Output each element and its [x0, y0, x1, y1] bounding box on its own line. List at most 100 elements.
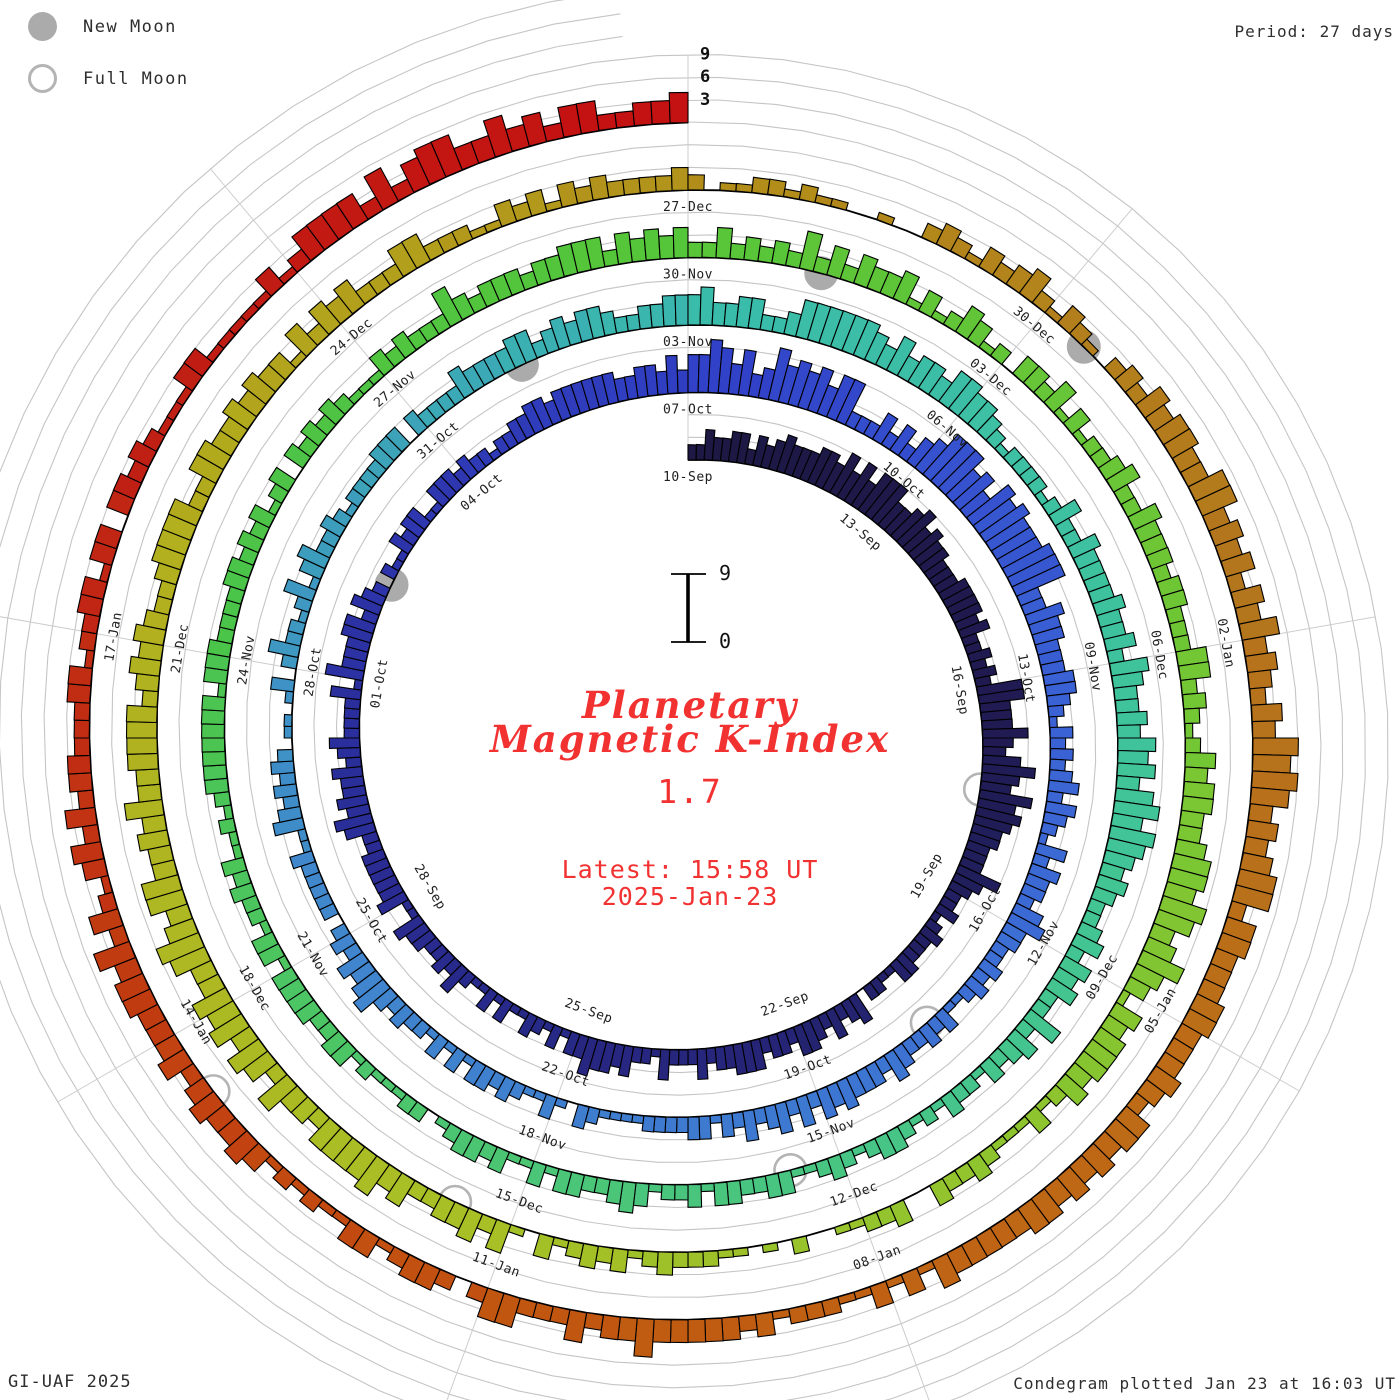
k-bar	[1073, 1050, 1109, 1083]
k-bar	[268, 466, 297, 493]
k-bar	[588, 174, 610, 201]
k-bar	[884, 1274, 905, 1289]
k-bar	[430, 285, 464, 328]
k-bar	[220, 856, 248, 878]
k-bar	[743, 236, 762, 262]
k-bar	[622, 177, 641, 196]
k-bar	[493, 198, 518, 228]
k-bar	[1067, 532, 1102, 560]
date-label: 27-Dec	[663, 200, 713, 215]
k-bar	[73, 719, 91, 739]
k-bar	[631, 101, 653, 127]
k-bar	[1117, 737, 1157, 753]
k-bar	[1094, 873, 1129, 898]
k-bar	[771, 239, 791, 267]
k-bar	[883, 1049, 911, 1083]
k-bar	[476, 1287, 505, 1324]
k-bar	[140, 874, 183, 901]
k-bar	[532, 1232, 555, 1261]
k-bar	[601, 371, 620, 405]
k-bar	[465, 1281, 489, 1304]
k-bar	[475, 447, 495, 468]
k-bar	[502, 268, 526, 296]
k-bar	[345, 756, 362, 769]
k-bar	[1103, 1118, 1140, 1153]
k-bar	[698, 1115, 712, 1140]
k-bar	[814, 1158, 833, 1178]
k-bar	[788, 1305, 809, 1325]
k-bar	[863, 331, 890, 366]
k-bar	[1251, 720, 1276, 739]
k-bar	[790, 1235, 811, 1255]
k-bar	[837, 1291, 857, 1306]
k-bar	[491, 997, 514, 1024]
k-bar	[972, 814, 1013, 835]
k-bar	[350, 969, 384, 999]
k-bar	[934, 1007, 960, 1034]
k-bar	[1056, 304, 1086, 335]
k-bar	[795, 1094, 817, 1128]
k-bar	[333, 812, 374, 833]
date-label: 02-Jan	[1214, 617, 1237, 669]
k-bar	[486, 1146, 511, 1174]
k-bar	[284, 322, 319, 358]
k-bar	[283, 442, 312, 469]
k-bar	[363, 167, 400, 211]
k-bar	[647, 1183, 663, 1193]
k-bar	[1238, 615, 1281, 641]
k-bar	[88, 908, 124, 936]
k-bar	[1127, 502, 1163, 531]
k-bar	[578, 1242, 599, 1270]
k-bar	[732, 1247, 750, 1258]
k-bar	[721, 1316, 742, 1342]
k-bar	[989, 342, 1013, 366]
k-bar	[871, 412, 899, 445]
k-bar	[739, 1177, 756, 1196]
outer-scale-label-3: 3	[700, 90, 710, 110]
k-bar	[664, 1116, 678, 1134]
k-bar	[605, 179, 626, 198]
k-bar	[573, 184, 594, 204]
k-bar	[601, 248, 620, 268]
k-bar	[720, 1112, 736, 1138]
k-bar	[482, 114, 514, 158]
k-bar	[978, 502, 1031, 544]
k-bar	[125, 704, 158, 724]
k-bar	[1105, 837, 1147, 861]
k-bar	[715, 226, 734, 260]
k-bar	[1109, 656, 1150, 677]
k-bar	[643, 364, 659, 397]
k-bar	[335, 192, 369, 230]
k-bar	[206, 638, 233, 658]
date-label: 28-Sep	[411, 862, 449, 913]
k-bar	[676, 369, 689, 394]
k-bar	[997, 1037, 1024, 1065]
k-bar	[1043, 380, 1077, 414]
k-bar	[789, 1166, 806, 1179]
k-bar	[283, 725, 293, 739]
k-bar	[608, 1110, 623, 1122]
k-bar	[1111, 670, 1145, 689]
k-bar	[1017, 1198, 1051, 1235]
k-bar	[1160, 589, 1189, 611]
k-bar	[360, 848, 387, 868]
date-label: 28-Oct	[302, 646, 325, 698]
k-bar	[226, 1038, 269, 1075]
k-bar	[1153, 908, 1196, 938]
k-bar	[1230, 584, 1266, 609]
k-bar	[709, 1114, 723, 1124]
k-bar	[1180, 677, 1199, 696]
k-bar	[1134, 385, 1171, 419]
date-label: 21-Dec	[169, 623, 192, 675]
k-bar	[798, 183, 820, 204]
k-bar	[390, 330, 418, 359]
k-bar	[100, 874, 113, 895]
k-bar	[1129, 962, 1165, 992]
k-bar	[1103, 631, 1137, 653]
k-bar	[66, 683, 92, 704]
plotted-timestamp: Condegram plotted Jan 23 at 16:03 UT	[1013, 1374, 1396, 1393]
k-bar	[917, 361, 947, 396]
k-bar	[917, 1022, 943, 1049]
k-bar	[132, 623, 167, 647]
k-bar	[892, 269, 921, 306]
